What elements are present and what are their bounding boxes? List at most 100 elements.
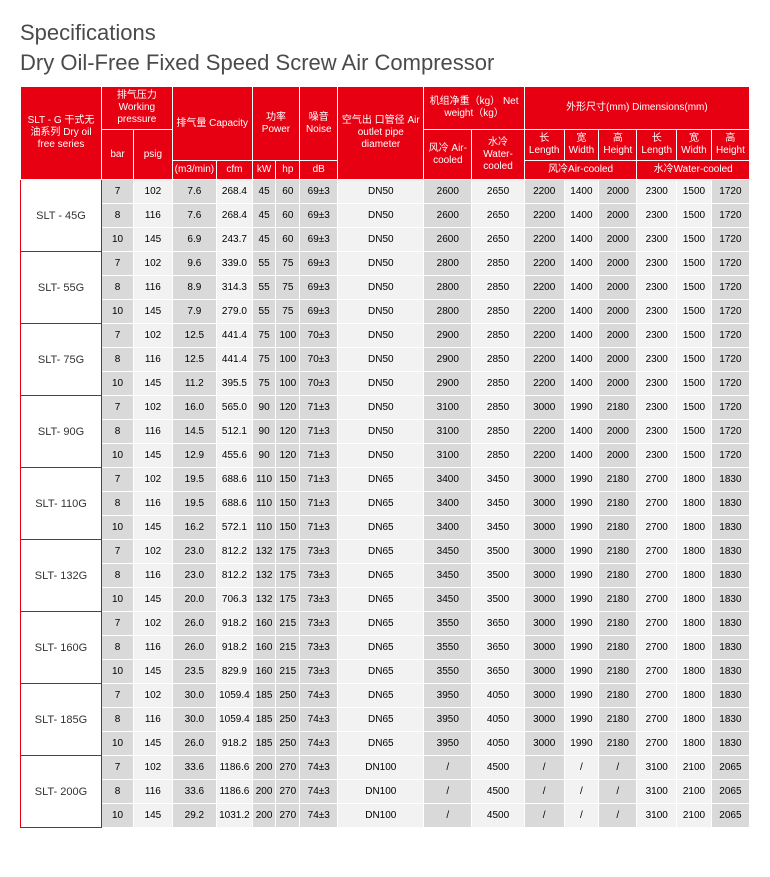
data-cell: 10: [102, 516, 134, 540]
data-cell: /: [524, 756, 564, 780]
data-cell: 1990: [564, 660, 599, 684]
table-row: SLT- 55G71029.6339.0557569±3DN5028002850…: [21, 252, 750, 276]
data-cell: 200: [252, 780, 276, 804]
data-cell: 1830: [711, 564, 749, 588]
data-cell: 19.5: [172, 468, 216, 492]
model-cell: SLT- 110G: [21, 468, 102, 540]
data-cell: 30.0: [172, 708, 216, 732]
data-cell: 2700: [637, 516, 677, 540]
data-cell: 185: [252, 708, 276, 732]
data-cell: 1400: [564, 180, 599, 204]
data-cell: 145: [134, 660, 173, 684]
data-cell: 26.0: [172, 732, 216, 756]
data-cell: 45: [252, 228, 276, 252]
data-cell: 2800: [424, 300, 472, 324]
hdr-aircooled: 风冷 Air- cooled: [424, 130, 472, 180]
data-cell: DN100: [338, 780, 424, 804]
data-cell: 71±3: [300, 444, 338, 468]
data-cell: 2300: [637, 180, 677, 204]
data-cell: 3650: [472, 612, 525, 636]
table-header: SLT - G 干式无油系列 Dry oil free series 排气压力 …: [21, 87, 750, 180]
data-cell: 74±3: [300, 756, 338, 780]
data-cell: 2180: [599, 492, 637, 516]
table-row: SLT- 132G710223.0812.213217573±3DN653450…: [21, 540, 750, 564]
data-cell: 250: [276, 684, 300, 708]
data-cell: 71±3: [300, 516, 338, 540]
data-cell: 1059.4: [217, 708, 253, 732]
data-cell: 1990: [564, 636, 599, 660]
data-cell: 12.9: [172, 444, 216, 468]
data-cell: /: [524, 780, 564, 804]
data-cell: 160: [252, 636, 276, 660]
data-cell: 2850: [472, 372, 525, 396]
data-cell: 1800: [677, 564, 712, 588]
data-cell: 441.4: [217, 324, 253, 348]
hdr-height1: 高 Height: [599, 130, 637, 161]
hdr-m3min: (m3/min): [172, 161, 216, 180]
data-cell: 2000: [599, 444, 637, 468]
model-cell: SLT- 55G: [21, 252, 102, 324]
data-cell: 2700: [637, 588, 677, 612]
data-cell: DN50: [338, 276, 424, 300]
data-cell: 90: [252, 396, 276, 420]
data-cell: 2300: [637, 372, 677, 396]
data-cell: 69±3: [300, 252, 338, 276]
data-cell: 2300: [637, 396, 677, 420]
data-cell: 3000: [524, 636, 564, 660]
data-cell: 73±3: [300, 660, 338, 684]
data-cell: 7.9: [172, 300, 216, 324]
data-cell: 2180: [599, 396, 637, 420]
data-cell: 2000: [599, 180, 637, 204]
data-cell: DN65: [338, 540, 424, 564]
data-cell: 2200: [524, 276, 564, 300]
data-cell: 2700: [637, 540, 677, 564]
table-row: SLT- 75G710212.5441.47510070±3DN50290028…: [21, 324, 750, 348]
data-cell: 1720: [711, 348, 749, 372]
data-cell: 74±3: [300, 732, 338, 756]
data-cell: 512.1: [217, 420, 253, 444]
hdr-dimwater: 水冷Water-cooled: [637, 161, 750, 180]
data-cell: 2300: [637, 252, 677, 276]
data-cell: 160: [252, 660, 276, 684]
data-cell: 2850: [472, 396, 525, 420]
data-cell: 110: [252, 492, 276, 516]
data-cell: 1800: [677, 516, 712, 540]
data-cell: 116: [134, 564, 173, 588]
data-cell: 1830: [711, 708, 749, 732]
hdr-weight: 机组净重（kg） Net weight（kg）: [424, 87, 524, 130]
data-cell: 2180: [599, 732, 637, 756]
data-cell: 1720: [711, 204, 749, 228]
data-cell: 3500: [472, 588, 525, 612]
data-cell: 1400: [564, 372, 599, 396]
title-specifications: Specifications: [20, 20, 750, 46]
table-row: 1014520.0706.313217573±3DN65345035003000…: [21, 588, 750, 612]
data-cell: 2200: [524, 228, 564, 252]
data-cell: 100: [276, 348, 300, 372]
data-cell: 1186.6: [217, 756, 253, 780]
data-cell: 1830: [711, 468, 749, 492]
data-cell: 2300: [637, 444, 677, 468]
data-cell: 3100: [637, 804, 677, 828]
data-cell: 23.0: [172, 564, 216, 588]
data-cell: 2300: [637, 204, 677, 228]
data-cell: 73±3: [300, 636, 338, 660]
data-cell: 1990: [564, 468, 599, 492]
data-cell: DN65: [338, 588, 424, 612]
data-cell: 3450: [472, 492, 525, 516]
data-cell: 2300: [637, 300, 677, 324]
data-cell: 100: [276, 372, 300, 396]
data-cell: 2200: [524, 324, 564, 348]
data-cell: DN50: [338, 252, 424, 276]
data-cell: 6.9: [172, 228, 216, 252]
data-cell: 55: [252, 252, 276, 276]
data-cell: 3100: [637, 780, 677, 804]
data-cell: 2700: [637, 660, 677, 684]
hdr-outlet: 空气出 口管径 Air outlet pipe diameter: [338, 87, 424, 180]
data-cell: 1800: [677, 492, 712, 516]
data-cell: 455.6: [217, 444, 253, 468]
data-cell: 1800: [677, 684, 712, 708]
data-cell: 14.5: [172, 420, 216, 444]
data-cell: 160: [252, 612, 276, 636]
data-cell: 2850: [472, 276, 525, 300]
data-cell: 1990: [564, 396, 599, 420]
